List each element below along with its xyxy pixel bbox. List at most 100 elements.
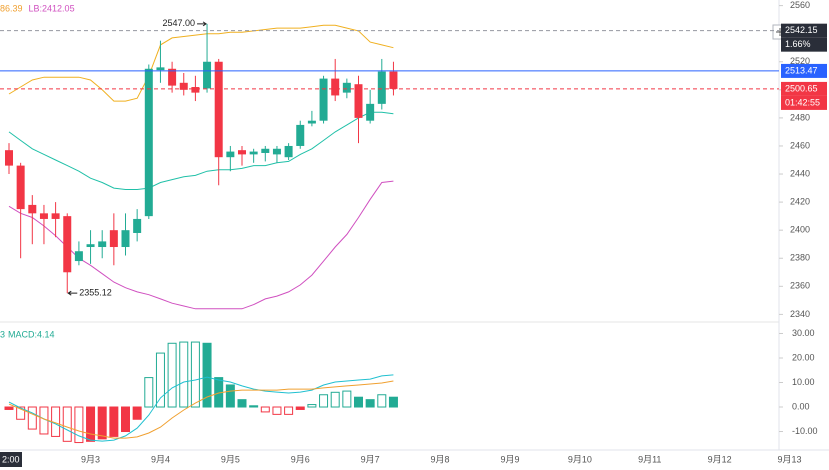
candle-body xyxy=(16,165,25,210)
macd-bar xyxy=(16,406,26,420)
y-tick-label: 2380 xyxy=(790,253,810,263)
candle-body xyxy=(319,78,328,121)
y-tick-label: 30.00 xyxy=(792,328,815,338)
candle-body xyxy=(109,230,118,248)
x-tick-label: 9月11 xyxy=(638,454,661,464)
price-box xyxy=(781,23,827,38)
y-tick-label: 2520 xyxy=(790,56,810,66)
candle-body xyxy=(156,67,165,71)
candle-body xyxy=(28,204,37,214)
candle-body xyxy=(284,145,293,158)
candle-body xyxy=(366,103,375,121)
macd-bar xyxy=(144,377,154,408)
macd-bar xyxy=(342,390,352,408)
macd-bar xyxy=(27,406,37,430)
candle-body xyxy=(226,151,235,158)
candle-body xyxy=(342,82,351,93)
macd-bar xyxy=(237,399,247,408)
price-label: 2542.15 xyxy=(785,25,818,35)
candle-body xyxy=(261,148,270,153)
macd-bar xyxy=(74,406,84,444)
lower-line xyxy=(8,180,394,310)
price-box xyxy=(781,63,827,78)
y-tick-label: 2560 xyxy=(790,0,810,10)
macd-bar xyxy=(354,396,363,408)
candle-body xyxy=(121,230,130,248)
price-sub-box xyxy=(781,37,827,52)
macd-bar xyxy=(377,394,387,408)
candle-body xyxy=(51,213,60,219)
y-tick-label: 2460 xyxy=(790,140,810,150)
macd-bar xyxy=(260,406,270,413)
candle-body xyxy=(272,148,281,155)
y-tick-label: 20.00 xyxy=(792,352,815,362)
x-tick-label: 9月5 xyxy=(221,454,240,464)
cursor-box xyxy=(0,452,22,467)
macd-prefix: 3 xyxy=(0,329,5,339)
macd-bar xyxy=(202,342,212,408)
annotation: 2547.00 xyxy=(163,18,196,28)
price-label: 2513.47 xyxy=(785,65,818,75)
macd-label: MACD:4.14 xyxy=(8,329,55,339)
candle-body xyxy=(331,78,340,96)
dea-line xyxy=(8,380,394,439)
header-label: LB:2412.05 xyxy=(29,3,75,13)
macd-bar xyxy=(97,406,107,440)
macd-bar xyxy=(62,406,72,442)
macd-bar xyxy=(330,391,340,408)
macd-bar xyxy=(249,405,259,408)
macd-bar xyxy=(295,406,305,410)
annotation-arrow xyxy=(197,21,207,27)
dif-line xyxy=(8,374,394,442)
candle-body xyxy=(98,241,107,248)
macd-bar xyxy=(319,394,329,408)
x-tick-label: 9月7 xyxy=(361,454,380,464)
macd-bar xyxy=(4,406,14,410)
macd-bar xyxy=(86,406,96,442)
macd-bar xyxy=(284,406,294,415)
y-tick-label: 2400 xyxy=(790,225,810,235)
macd-bar xyxy=(121,406,130,433)
y-tick-label: 2440 xyxy=(790,168,810,178)
x-tick-label: 9月9 xyxy=(500,454,519,464)
macd-bar xyxy=(190,341,200,408)
y-tick-label: 0.00 xyxy=(792,401,810,411)
price-sub-box xyxy=(781,95,827,110)
header-label: 86.39 xyxy=(0,3,23,13)
candle-body xyxy=(377,71,386,104)
macd-bar xyxy=(272,406,282,415)
candle-body xyxy=(191,87,200,93)
macd-bar xyxy=(225,384,235,408)
y-tick-label: 2360 xyxy=(790,281,810,291)
y-tick-label: 2340 xyxy=(790,309,810,319)
candle-body xyxy=(214,61,223,158)
candle-body xyxy=(307,120,316,124)
macd-bar xyxy=(155,352,165,408)
candle-body xyxy=(179,82,188,90)
candle-body xyxy=(74,251,83,262)
middle-line xyxy=(8,111,394,190)
x-tick-label: 9月12 xyxy=(708,454,732,464)
x-tick-label: 9月4 xyxy=(151,454,170,464)
candle-body xyxy=(389,71,398,89)
x-tick-label: 9月8 xyxy=(431,454,450,464)
upper-line xyxy=(8,24,394,102)
macd-bar xyxy=(167,342,177,408)
macd-bar xyxy=(132,406,142,420)
candle-body xyxy=(296,124,305,146)
x-tick-label: 9月6 xyxy=(291,454,310,464)
candle-body xyxy=(238,150,246,155)
price-label: 2500.65 xyxy=(785,83,818,93)
y-tick-label: 10.00 xyxy=(792,377,815,387)
x-tick-label: 9月3 xyxy=(81,454,100,464)
candle-body xyxy=(5,150,13,166)
y-tick-label: -10.00 xyxy=(792,426,818,436)
candle-body xyxy=(203,61,212,89)
macd-bar xyxy=(365,399,375,408)
candle-body xyxy=(249,151,258,155)
price-box xyxy=(781,81,827,96)
candle-body xyxy=(39,213,48,219)
y-tick-label: 2420 xyxy=(790,196,810,206)
candle-body xyxy=(354,84,363,118)
